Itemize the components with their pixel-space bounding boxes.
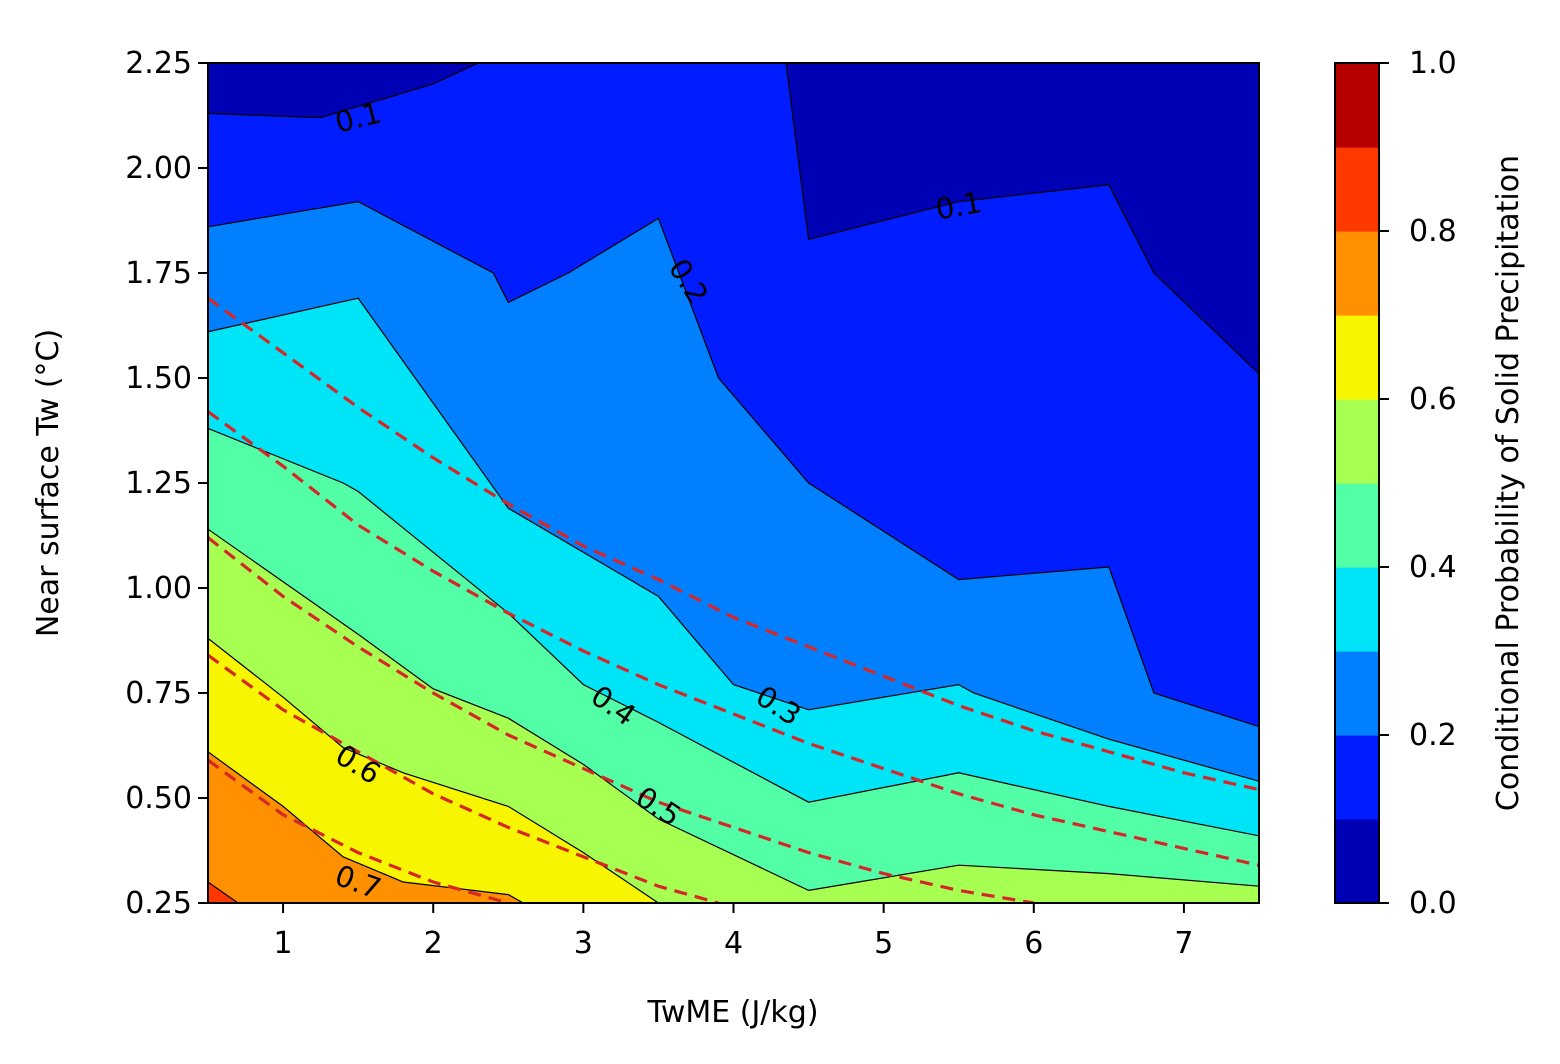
contour-lines <box>208 63 1259 903</box>
contour-line-0.4 <box>208 427 1259 837</box>
y-tick-label: 1.00 <box>125 571 192 606</box>
x-tick-label: 3 <box>574 926 593 961</box>
x-axis-label: TwME (J/kg) <box>646 995 818 1030</box>
colorbar-frame <box>1334 62 1380 904</box>
contour-label-group: 0.1 <box>933 185 984 226</box>
y-tick-label: 1.50 <box>125 361 192 396</box>
colorbar-tick-label: 0.6 <box>1409 382 1457 417</box>
y-tick-label: 0.25 <box>125 886 192 921</box>
x-tick-label: 4 <box>724 926 743 961</box>
x-tick-label: 1 <box>274 926 293 961</box>
colorbar-segment <box>1335 147 1379 232</box>
colorbar: 0.0 0.2 0.4 0.6 0.8 1.0 <box>1334 46 1457 921</box>
colorbar-segment <box>1335 651 1379 736</box>
contour-line-0.8 <box>208 881 239 903</box>
x-tick-label: 5 <box>874 926 893 961</box>
y-tick-label: 0.75 <box>125 676 192 711</box>
y-tick-label: 2.25 <box>125 46 192 81</box>
contour-label: 0.1 <box>933 185 984 226</box>
y-tick-label: 1.75 <box>125 256 192 291</box>
y-tick-label: 0.50 <box>125 781 192 816</box>
contour-line-0.3 <box>208 297 1259 782</box>
dashed-fit-lines <box>208 296 1259 903</box>
y-axis-label: Near surface Tw (°C) <box>31 329 66 637</box>
y-axis: 0.25 0.50 0.75 1.00 1.25 1.50 1.75 2.00 2.25 <box>125 46 208 921</box>
dashed-fit-line-5 <box>208 758 509 903</box>
dashed-fit-line-1 <box>208 296 1259 792</box>
colorbar-tick-label: 1.0 <box>1409 46 1457 81</box>
colorbar-segment <box>1335 567 1379 652</box>
colorbar-segment <box>1335 399 1379 484</box>
colorbar-segment <box>1335 819 1379 904</box>
colorbar-tick-label: 0.4 <box>1409 550 1457 585</box>
band-0.6-0.7 <box>208 638 764 903</box>
contour-line-0.1 <box>208 63 479 119</box>
contour-fills <box>208 63 1259 903</box>
dashed-fit-line-2 <box>208 410 1259 867</box>
colorbar-segment <box>1335 483 1379 568</box>
x-tick-label: 7 <box>1174 926 1193 961</box>
contour-line-0.7 <box>208 751 524 903</box>
x-axis: 1 2 3 4 5 6 7 <box>274 903 1193 961</box>
colorbar-tick-label: 0.8 <box>1409 214 1457 249</box>
x-tick-label: 2 <box>424 926 443 961</box>
colorbar-segment <box>1335 63 1379 148</box>
y-tick-label: 2.00 <box>125 151 192 186</box>
colorbar-segment <box>1335 231 1379 316</box>
y-tick-label: 1.25 <box>125 466 192 501</box>
x-tick-label: 6 <box>1024 926 1043 961</box>
dashed-fit-line-4 <box>208 653 719 903</box>
colorbar-segment <box>1335 315 1379 400</box>
contour-line-0.5 <box>208 528 1259 892</box>
colorbar-tick-label: 0.0 <box>1409 886 1457 921</box>
colorbar-label: Conditional Probability of Solid Precipi… <box>1491 155 1526 811</box>
dashed-fit-line-3 <box>208 536 1035 903</box>
colorbar-segment <box>1335 735 1379 820</box>
band-0.7-0.8 <box>208 751 524 903</box>
contour-line-0.6 <box>208 637 764 903</box>
colorbar-tick-label: 0.2 <box>1409 718 1457 753</box>
contour-line-0.1 <box>785 63 1259 375</box>
contour-line-0.2 <box>208 200 1259 728</box>
